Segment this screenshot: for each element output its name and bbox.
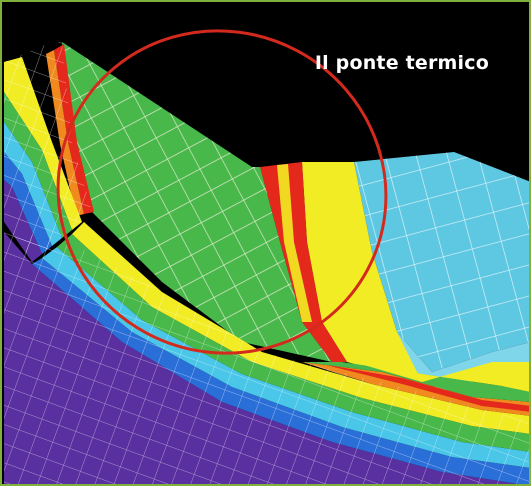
yellow-band bbox=[302, 162, 422, 382]
caption-label: Il ponte termico bbox=[314, 52, 489, 74]
highlight-ellipse bbox=[56, 29, 388, 355]
